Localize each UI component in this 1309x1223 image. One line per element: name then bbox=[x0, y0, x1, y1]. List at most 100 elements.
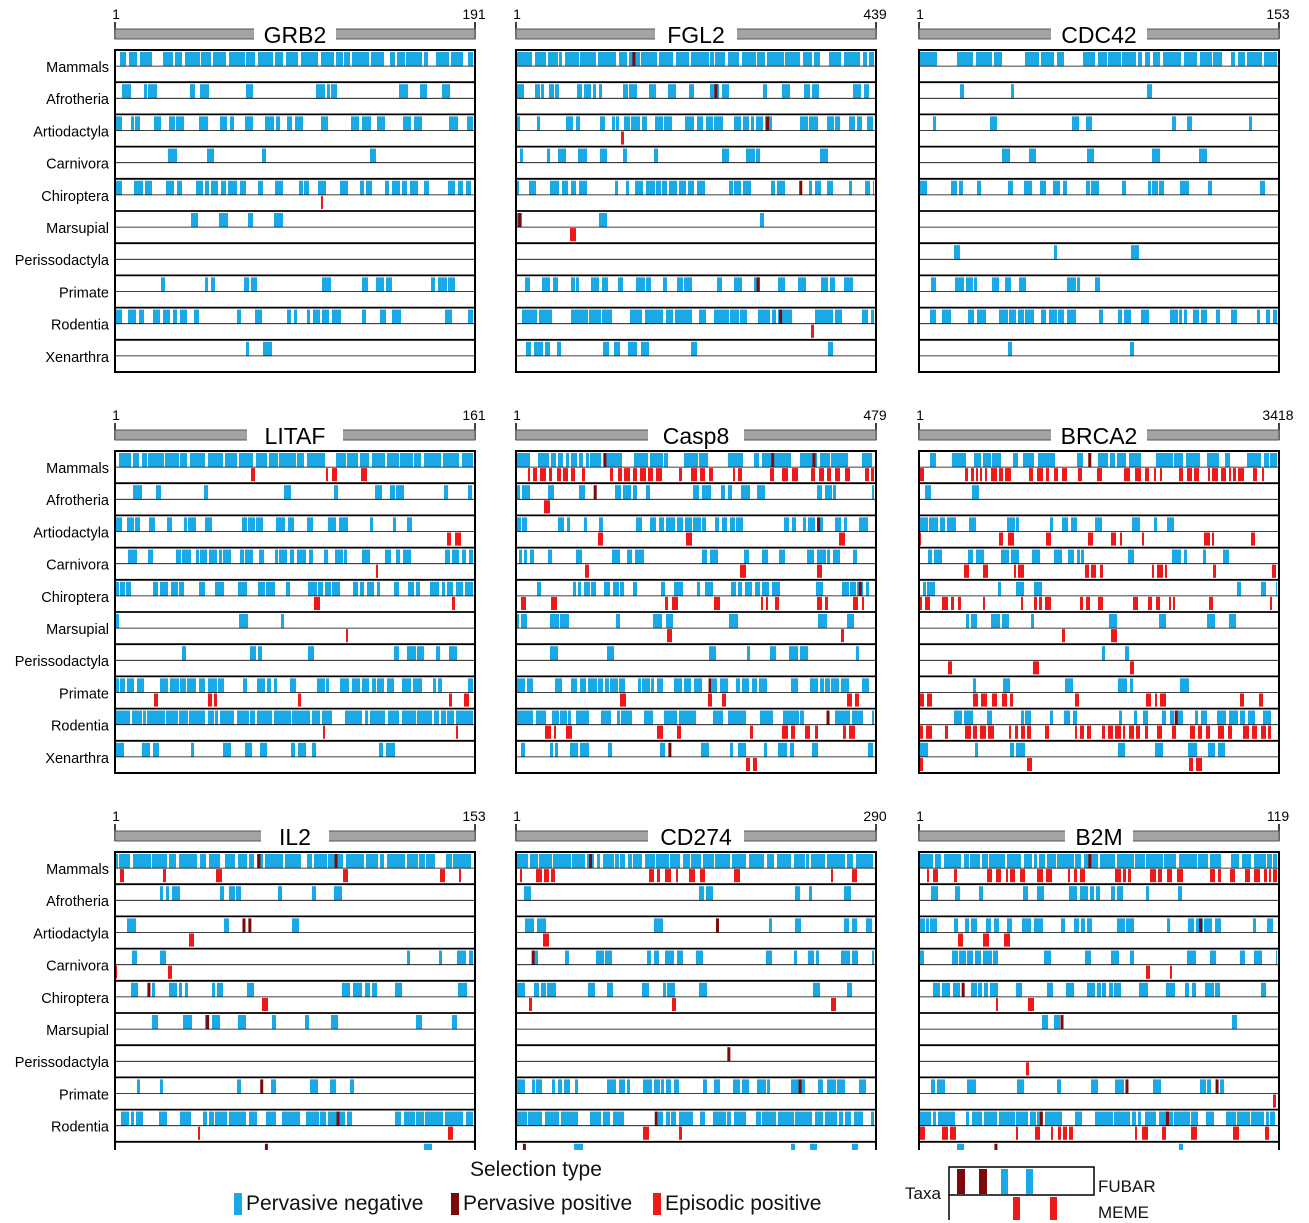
negative-site-mark bbox=[1111, 950, 1119, 965]
negative-site-mark bbox=[730, 742, 733, 757]
negative-site-mark bbox=[847, 982, 852, 997]
episodic-positive-mark bbox=[1165, 564, 1167, 578]
negative-site-mark bbox=[1240, 950, 1245, 965]
episodic-positive-mark bbox=[1194, 468, 1199, 482]
gene-label-bg bbox=[1051, 22, 1147, 46]
negative-site-mark bbox=[806, 854, 809, 869]
negative-site-mark bbox=[438, 277, 447, 292]
negative-site-mark bbox=[772, 581, 780, 596]
gene-label-bg bbox=[247, 423, 343, 447]
negative-site-mark bbox=[229, 886, 235, 901]
negative-site-mark bbox=[591, 277, 599, 292]
episodic-positive-mark bbox=[208, 693, 212, 707]
episodic-positive-mark bbox=[925, 596, 930, 610]
negative-site-mark bbox=[783, 710, 799, 725]
negative-site-mark bbox=[1132, 1111, 1136, 1126]
negative-site-mark bbox=[741, 485, 750, 500]
negative-site-mark bbox=[133, 854, 151, 869]
negative-site-mark bbox=[964, 710, 973, 725]
gene-start-label: 1 bbox=[112, 6, 120, 22]
negative-site-mark bbox=[119, 854, 130, 869]
negative-site-mark bbox=[817, 485, 822, 500]
negative-site-mark bbox=[199, 678, 205, 693]
negative-site-mark bbox=[599, 213, 607, 228]
episodic-positive-mark bbox=[849, 725, 855, 739]
negative-site-mark bbox=[816, 581, 823, 596]
negative-site-mark bbox=[286, 52, 298, 67]
negative-site-mark bbox=[345, 710, 362, 725]
negative-site-mark bbox=[344, 52, 350, 67]
negative-site-mark bbox=[1109, 982, 1113, 997]
negative-site-mark bbox=[671, 1111, 676, 1126]
episodic-positive-mark bbox=[648, 468, 653, 482]
negative-site-mark bbox=[1081, 918, 1085, 933]
episodic-positive-mark bbox=[1037, 468, 1043, 482]
negative-site-mark bbox=[845, 1111, 851, 1126]
negative-site-mark bbox=[263, 341, 272, 356]
negative-site-mark bbox=[1266, 1111, 1269, 1126]
negative-site-mark bbox=[330, 1079, 336, 1094]
pervasive-positive-mark bbox=[994, 1143, 998, 1158]
negative-site-mark bbox=[404, 1111, 415, 1126]
negative-site-mark bbox=[466, 180, 471, 195]
negative-site-mark bbox=[399, 84, 408, 99]
negative-site-mark bbox=[619, 678, 625, 693]
taxon-label: Artiodactyla bbox=[33, 124, 110, 140]
negative-site-mark bbox=[120, 678, 125, 693]
negative-site-mark bbox=[736, 678, 740, 693]
negative-site-mark bbox=[608, 742, 612, 757]
negative-site-mark bbox=[1025, 309, 1034, 324]
gene-title: LITAF bbox=[265, 423, 326, 449]
negative-site-mark bbox=[522, 309, 537, 324]
gene-title: B2M bbox=[1075, 824, 1122, 850]
negative-site-mark bbox=[172, 886, 180, 901]
negative-site-mark bbox=[200, 84, 209, 99]
negative-site-mark bbox=[370, 148, 376, 163]
negative-site-mark bbox=[387, 854, 405, 869]
negative-site-mark bbox=[631, 116, 640, 131]
negative-site-mark bbox=[696, 950, 703, 965]
episodic-positive-mark bbox=[1196, 757, 1202, 771]
negative-site-mark bbox=[529, 180, 536, 195]
negative-site-mark bbox=[516, 485, 520, 500]
episodic-positive-mark bbox=[1160, 468, 1162, 482]
gene-label-bg bbox=[261, 824, 329, 848]
negative-site-mark bbox=[688, 180, 694, 195]
negative-site-mark bbox=[812, 84, 819, 99]
negative-site-mark bbox=[1180, 678, 1189, 693]
negative-site-mark bbox=[974, 277, 977, 292]
negative-site-mark bbox=[336, 52, 343, 67]
negative-site-mark bbox=[466, 1111, 473, 1126]
episodic-positive-mark bbox=[1198, 725, 1202, 739]
negative-site-mark bbox=[139, 309, 144, 324]
negative-site-mark bbox=[612, 549, 620, 564]
gene-label-bg bbox=[1051, 423, 1147, 447]
negative-site-mark bbox=[152, 1015, 158, 1030]
negative-site-mark bbox=[207, 148, 214, 163]
pervasive-positive-mark bbox=[708, 678, 712, 693]
episodic-positive-mark bbox=[1268, 725, 1271, 739]
episodic-positive-mark bbox=[791, 725, 795, 739]
negative-site-mark bbox=[1187, 116, 1192, 131]
negative-site-mark bbox=[862, 678, 869, 693]
negative-site-mark bbox=[662, 180, 667, 195]
episodic-positive-mark bbox=[700, 468, 705, 482]
negative-site-mark bbox=[1132, 517, 1140, 532]
negative-site-mark bbox=[579, 180, 587, 195]
negative-site-mark bbox=[1225, 453, 1230, 468]
negative-site-mark bbox=[942, 982, 950, 997]
negative-site-mark bbox=[370, 517, 373, 532]
negative-site-mark bbox=[456, 581, 463, 596]
episodic-positive-mark bbox=[1021, 596, 1023, 610]
negative-site-mark bbox=[1037, 1111, 1042, 1126]
negative-site-mark bbox=[1016, 517, 1019, 532]
episodic-positive-mark bbox=[529, 997, 532, 1011]
negative-site-mark bbox=[335, 549, 343, 564]
negative-site-mark bbox=[414, 453, 421, 468]
episodic-positive-mark bbox=[1035, 1126, 1040, 1140]
negative-site-mark bbox=[685, 517, 692, 532]
taxon-label: Primate bbox=[59, 1087, 109, 1103]
episodic-positive-mark bbox=[1269, 869, 1271, 883]
negative-site-mark bbox=[312, 710, 320, 725]
negative-site-mark bbox=[627, 1079, 630, 1094]
